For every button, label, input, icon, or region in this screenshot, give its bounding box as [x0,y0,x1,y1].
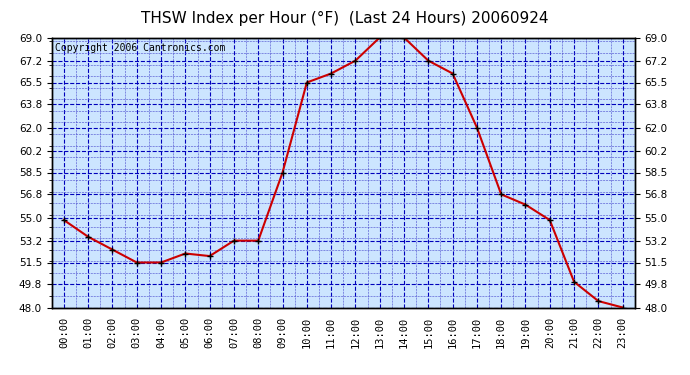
Text: Copyright 2006 Cantronics.com: Copyright 2006 Cantronics.com [55,43,225,53]
Text: THSW Index per Hour (°F)  (Last 24 Hours) 20060924: THSW Index per Hour (°F) (Last 24 Hours)… [141,11,549,26]
